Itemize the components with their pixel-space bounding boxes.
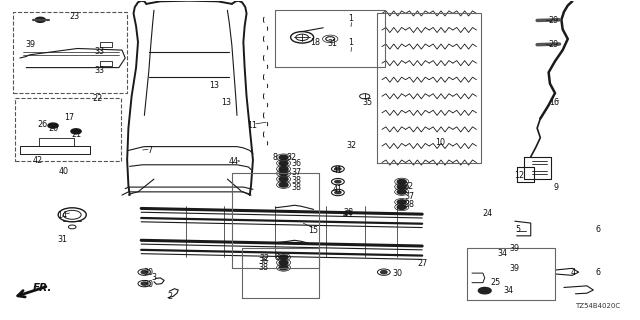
Text: 13: 13: [221, 98, 231, 107]
Text: 33: 33: [95, 66, 105, 75]
Text: 42: 42: [33, 156, 43, 165]
Text: 23: 23: [69, 12, 79, 21]
Text: 32: 32: [403, 182, 413, 191]
Circle shape: [397, 180, 406, 184]
Text: 44: 44: [228, 157, 239, 166]
Text: 21: 21: [71, 130, 81, 139]
Text: 31: 31: [58, 235, 68, 244]
Text: 20: 20: [48, 124, 58, 133]
Circle shape: [279, 177, 288, 181]
Text: 39: 39: [509, 264, 520, 273]
Text: 37: 37: [291, 168, 301, 177]
Text: 29: 29: [548, 40, 558, 49]
Circle shape: [397, 190, 406, 194]
Text: 3: 3: [152, 273, 156, 282]
Text: 7: 7: [147, 146, 152, 155]
Circle shape: [279, 183, 288, 187]
Text: 33: 33: [95, 47, 105, 56]
Text: 36: 36: [291, 159, 301, 168]
Text: 9: 9: [554, 183, 559, 192]
Text: 30: 30: [144, 268, 154, 277]
Circle shape: [397, 205, 406, 209]
Text: 39: 39: [509, 244, 520, 253]
Text: 38: 38: [291, 176, 301, 185]
Text: 8: 8: [273, 153, 278, 162]
Circle shape: [279, 260, 288, 265]
Text: 13: 13: [210, 81, 220, 90]
Text: 6: 6: [595, 225, 600, 234]
Text: 18: 18: [310, 38, 320, 47]
Circle shape: [381, 270, 387, 274]
Text: 25: 25: [490, 278, 500, 287]
Text: 26: 26: [37, 120, 47, 130]
Text: 6: 6: [595, 268, 600, 277]
Text: 22: 22: [93, 94, 103, 103]
Text: 38: 38: [291, 183, 301, 192]
Text: 24: 24: [483, 209, 492, 218]
Circle shape: [279, 171, 288, 176]
Text: 38: 38: [404, 200, 415, 209]
Text: 34: 34: [504, 286, 513, 295]
Text: 2: 2: [168, 292, 173, 301]
Circle shape: [334, 180, 342, 184]
Circle shape: [279, 161, 288, 165]
Text: 35: 35: [363, 98, 373, 107]
Text: TZ54B4020C: TZ54B4020C: [575, 303, 620, 309]
Circle shape: [71, 129, 81, 134]
Circle shape: [279, 167, 288, 171]
Text: 41: 41: [333, 186, 343, 195]
Circle shape: [334, 167, 342, 171]
Circle shape: [397, 185, 406, 189]
Text: 29: 29: [548, 16, 558, 25]
Text: 1: 1: [348, 14, 353, 23]
Circle shape: [48, 123, 58, 128]
Text: 40: 40: [58, 167, 68, 176]
Circle shape: [35, 17, 45, 22]
Text: 30: 30: [393, 268, 403, 278]
Text: 14: 14: [57, 211, 67, 220]
Text: 32: 32: [346, 141, 356, 150]
Text: 37: 37: [404, 192, 415, 201]
Circle shape: [279, 155, 288, 160]
Circle shape: [397, 200, 406, 204]
Text: 16: 16: [548, 98, 559, 107]
Text: 39: 39: [25, 40, 35, 49]
Text: 17: 17: [65, 114, 75, 123]
Text: 30: 30: [144, 280, 154, 289]
Text: 38: 38: [259, 263, 269, 272]
Circle shape: [279, 266, 288, 270]
Circle shape: [478, 287, 491, 294]
Text: 32: 32: [287, 153, 297, 162]
Circle shape: [334, 191, 342, 195]
Text: 36: 36: [259, 257, 269, 266]
Text: 41: 41: [333, 166, 343, 175]
Text: 1: 1: [348, 38, 353, 47]
Text: 31: 31: [327, 39, 337, 48]
Text: 12: 12: [514, 172, 524, 180]
Text: 10: 10: [435, 138, 445, 147]
Text: 5: 5: [515, 225, 520, 234]
Text: 34: 34: [497, 250, 507, 259]
Text: 8: 8: [274, 253, 279, 262]
Text: FR.: FR.: [33, 283, 52, 293]
Text: 4: 4: [570, 268, 575, 277]
Text: 27: 27: [417, 259, 428, 268]
Text: 32: 32: [259, 254, 269, 263]
Text: 15: 15: [308, 226, 319, 235]
Text: 43: 43: [342, 210, 353, 219]
Circle shape: [279, 255, 288, 260]
Circle shape: [141, 270, 148, 274]
Text: 11: 11: [246, 121, 257, 130]
Circle shape: [141, 282, 148, 285]
Text: 28: 28: [344, 208, 354, 217]
